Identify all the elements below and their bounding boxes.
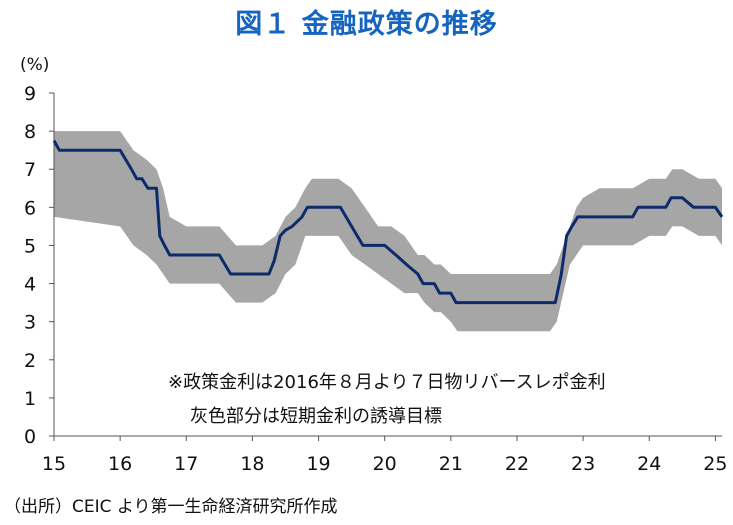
x-tick-label: 19 <box>306 453 330 475</box>
axes <box>53 93 722 437</box>
x-tick-label: 17 <box>174 453 198 475</box>
x-tick-label: 15 <box>42 453 66 475</box>
y-axis-unit-label: (%) <box>20 55 49 75</box>
x-tick-label: 22 <box>505 453 529 475</box>
y-tick-label: 4 <box>24 274 36 296</box>
x-tick-label: 24 <box>637 453 661 475</box>
target-band-area <box>54 131 722 332</box>
source-note: （出所）CEIC より第一生命経済研究所作成 <box>4 497 338 517</box>
annotation-policy-rate-note: ※政策金利は2016年８月より７日物リバースレポ金利 <box>168 372 606 393</box>
policy-rate-line <box>52 139 724 305</box>
y-tick-label: 5 <box>24 235 36 257</box>
y-tick-label: 7 <box>24 159 36 181</box>
x-tick-label: 16 <box>108 453 132 475</box>
y-tick-label: 6 <box>24 197 36 219</box>
y-tick-label: 9 <box>24 83 36 105</box>
target-band-layer <box>54 131 722 332</box>
x-tick-label: 21 <box>439 453 463 475</box>
y-tick-label: 2 <box>24 350 36 372</box>
x-tick-label: 25 <box>703 453 727 475</box>
y-tick-label: 3 <box>24 312 36 334</box>
y-tick-label: 0 <box>24 426 36 448</box>
y-tick-label: 8 <box>24 121 36 143</box>
chart-title: 図１ 金融政策の推移 <box>235 9 498 40</box>
y-tick-label: 1 <box>24 388 36 410</box>
x-tick-label: 18 <box>240 453 264 475</box>
x-tick-label: 23 <box>571 453 595 475</box>
annotation-band-note: 灰色部分は短期金利の誘導目標 <box>190 406 442 427</box>
policy-rate-line-layer <box>52 139 724 305</box>
x-tick-label: 20 <box>373 453 397 475</box>
